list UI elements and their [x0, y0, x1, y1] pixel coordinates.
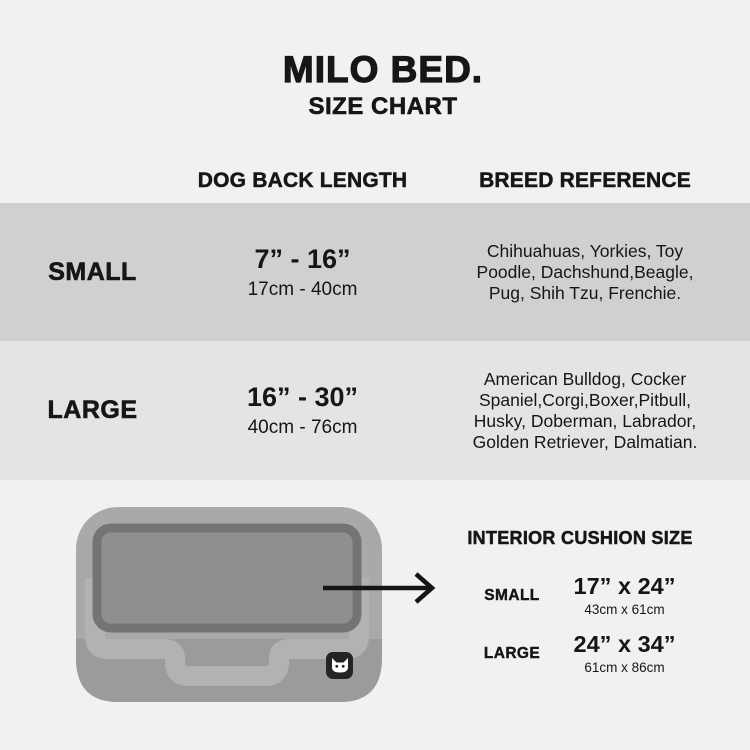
brand-logo — [326, 652, 353, 679]
cushion-size-label: LARGE — [483, 645, 541, 662]
back-length-cell: 16” - 30” 40cm - 76cm — [185, 382, 420, 439]
breed-list: Chihuahuas, Yorkies, Toy Poodle, Dachshu… — [476, 240, 694, 303]
page-subtitle: SIZE CHART — [308, 93, 458, 121]
back-length-cm: 17cm - 40cm — [247, 278, 358, 300]
cushion-size-value: 17” x 24” 43cm x 61cm — [562, 574, 687, 618]
cushion-inches: 17” x 24” — [573, 573, 676, 599]
back-length-inches: 7” - 16” — [254, 243, 351, 274]
breed-reference-cell: Chihuahuas, Yorkies, Toy Poodle, Dachshu… — [420, 241, 750, 304]
column-header-breed-reference: BREED REFERENCE — [479, 168, 691, 192]
cushion-size-value: 24” x 34” 61cm x 86cm — [562, 632, 687, 676]
breed-reference-cell: American Bulldog, Cocker Spaniel,Corgi,B… — [420, 369, 750, 453]
dog-face-icon — [332, 658, 348, 673]
arrow-icon — [323, 572, 436, 604]
cushion-panel-heading: INTERIOR CUSHION SIZE — [467, 528, 693, 549]
back-length-cm: 40cm - 76cm — [247, 417, 358, 438]
table-row-large: LARGE 16” - 30” 40cm - 76cm American Bul… — [0, 341, 750, 480]
header: MILO BED. SIZE CHART — [16, 49, 750, 121]
dog-bed-illustration — [76, 507, 436, 702]
bed-interior-cushion — [92, 523, 362, 633]
dog-eye-right — [341, 664, 345, 668]
page-title: MILO BED. — [282, 49, 484, 90]
bed-bolster-rim — [85, 578, 369, 686]
cushion-row-small: SMALL 17” x 24” 43cm x 61cm — [462, 574, 687, 618]
size-label: LARGE — [47, 396, 138, 425]
cushion-inches: 24” x 34” — [573, 631, 676, 657]
breed-list: American Bulldog, Cocker Spaniel,Corgi,B… — [472, 368, 698, 452]
cushion-cm: 61cm x 86cm — [584, 660, 665, 675]
back-length-inches: 16” - 30” — [246, 382, 359, 412]
cushion-row-large: LARGE 24” x 34” 61cm x 86cm — [462, 632, 687, 676]
dog-eye-left — [335, 664, 339, 668]
table-header-row: DOG BACK LENGTH BREED REFERENCE — [0, 158, 750, 203]
size-label: SMALL — [48, 257, 137, 286]
table-row-small: SMALL 7” - 16” 17cm - 40cm Chihuahuas, Y… — [0, 203, 750, 341]
cushion-size-label: SMALL — [484, 587, 540, 604]
cushion-cm: 43cm x 61cm — [584, 602, 665, 617]
back-length-cell: 7” - 16” 17cm - 40cm — [185, 244, 420, 301]
column-header-back-length: DOG BACK LENGTH — [197, 168, 408, 192]
